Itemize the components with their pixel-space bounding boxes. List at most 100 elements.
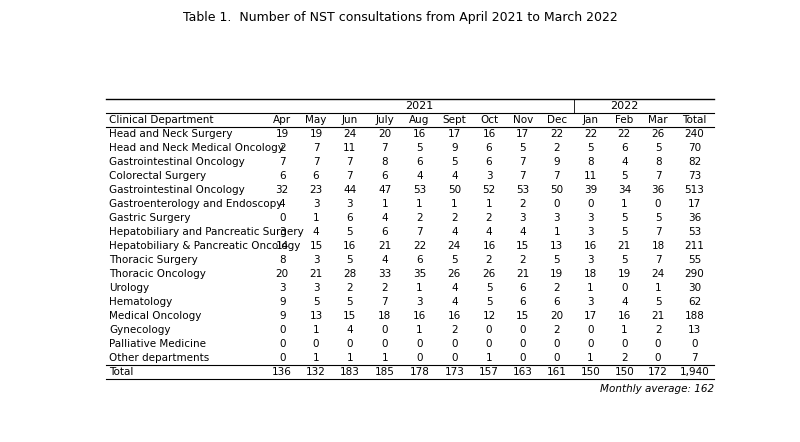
Text: 7: 7 [554,171,560,181]
Text: 0: 0 [554,339,560,349]
Text: 3: 3 [416,297,422,307]
Text: 1: 1 [346,353,353,363]
Text: 52: 52 [482,185,496,195]
Text: 4: 4 [621,297,628,307]
Text: 5: 5 [621,255,628,265]
Text: 6: 6 [486,143,492,153]
Text: 62: 62 [688,297,701,307]
Text: 240: 240 [685,129,704,139]
Text: 183: 183 [340,367,360,377]
Text: 1: 1 [416,325,422,335]
Text: 1: 1 [621,325,628,335]
Text: 4: 4 [382,213,388,223]
Text: 16: 16 [448,311,461,321]
Text: 0: 0 [451,353,458,363]
Text: 2: 2 [382,283,388,293]
Text: 35: 35 [413,269,426,279]
Text: 2: 2 [486,213,492,223]
Text: Gastric Surgery: Gastric Surgery [110,213,191,223]
Text: 9: 9 [554,157,560,167]
Text: 82: 82 [688,157,701,167]
Text: 11: 11 [584,171,597,181]
Text: Head and Neck Medical Oncology: Head and Neck Medical Oncology [110,143,284,153]
Text: 16: 16 [343,241,357,251]
Text: Thoracic Surgery: Thoracic Surgery [110,255,198,265]
Text: Monthly average: 162: Monthly average: 162 [600,384,714,394]
Text: 2: 2 [554,283,560,293]
Text: 0: 0 [313,339,319,349]
Text: 3: 3 [519,213,526,223]
Text: 4: 4 [416,171,422,181]
Text: 9: 9 [451,143,458,153]
Text: 26: 26 [448,269,461,279]
Text: Hepatobiliary and Pancreatic Surgery: Hepatobiliary and Pancreatic Surgery [110,227,304,237]
Text: 19: 19 [310,129,322,139]
Text: 4: 4 [346,325,353,335]
Text: 4: 4 [451,227,458,237]
Text: 0: 0 [382,325,388,335]
Text: 4: 4 [279,199,286,209]
Text: 73: 73 [688,171,701,181]
Text: 6: 6 [279,171,286,181]
Text: 21: 21 [516,269,530,279]
Text: 2: 2 [654,325,662,335]
Text: 24: 24 [343,129,357,139]
Text: 47: 47 [378,185,391,195]
Text: 1: 1 [587,353,594,363]
Text: 2: 2 [519,199,526,209]
Text: 16: 16 [584,241,597,251]
Text: 0: 0 [346,339,353,349]
Text: 14: 14 [275,241,289,251]
Text: 13: 13 [310,311,322,321]
Text: 1: 1 [486,199,492,209]
Text: 3: 3 [587,255,594,265]
Text: Dec: Dec [546,115,566,125]
Text: May: May [306,115,326,125]
Text: 0: 0 [655,339,662,349]
Text: 1: 1 [313,325,319,335]
Text: Oct: Oct [480,115,498,125]
Text: 132: 132 [306,367,326,377]
Text: Head and Neck Surgery: Head and Neck Surgery [110,129,233,139]
Text: Jun: Jun [342,115,358,125]
Text: 1: 1 [416,199,422,209]
Text: 5: 5 [621,171,628,181]
Text: Medical Oncology: Medical Oncology [110,311,202,321]
Text: 1: 1 [451,199,458,209]
Text: 30: 30 [688,283,701,293]
Text: 13: 13 [688,325,701,335]
Text: Table 1.  Number of NST consultations from April 2021 to March 2022: Table 1. Number of NST consultations fro… [182,11,618,24]
Text: 21: 21 [651,311,665,321]
Text: 16: 16 [618,311,631,321]
Text: 6: 6 [621,143,628,153]
Text: 1,940: 1,940 [679,367,710,377]
Text: Jan: Jan [582,115,598,125]
Text: 16: 16 [413,129,426,139]
Text: 161: 161 [546,367,566,377]
Text: 8: 8 [279,255,286,265]
Text: 5: 5 [486,297,492,307]
Text: 3: 3 [313,283,319,293]
Text: 15: 15 [310,241,322,251]
Text: 0: 0 [691,339,698,349]
Text: 6: 6 [313,171,319,181]
Text: 34: 34 [618,185,631,195]
Text: 3: 3 [346,199,353,209]
Text: 513: 513 [685,185,704,195]
Text: 5: 5 [313,297,319,307]
Text: July: July [375,115,394,125]
Text: 2: 2 [346,283,353,293]
Text: 178: 178 [410,367,430,377]
Text: 5: 5 [654,143,662,153]
Text: 0: 0 [520,353,526,363]
Text: 0: 0 [655,353,662,363]
Text: 3: 3 [554,213,560,223]
Text: Total: Total [682,115,706,125]
Text: 0: 0 [279,339,286,349]
Text: 5: 5 [416,143,422,153]
Text: 8: 8 [382,157,388,167]
Text: 2: 2 [279,143,286,153]
Text: 6: 6 [416,255,422,265]
Text: 5: 5 [554,255,560,265]
Text: 7: 7 [346,171,353,181]
